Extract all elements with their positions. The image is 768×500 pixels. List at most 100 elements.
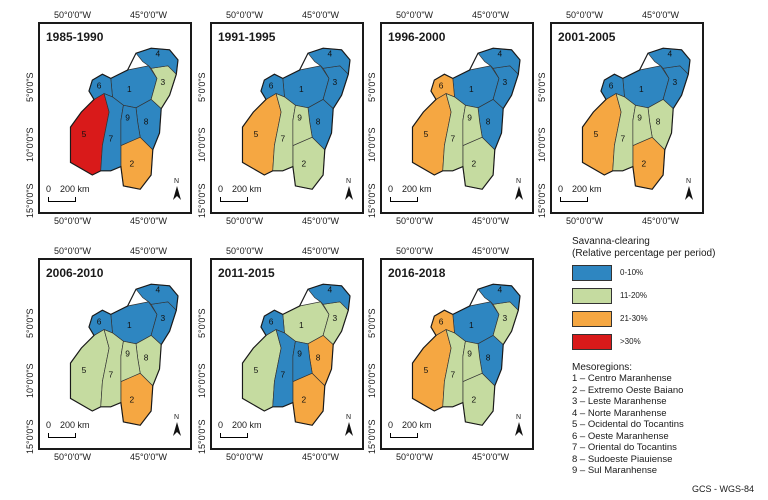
mesoregion-number-label: 4 <box>498 285 503 295</box>
mesoregion-item: 7 – Oriental do Tocantins <box>572 442 677 453</box>
mesoregion-number-label: 2 <box>301 159 306 169</box>
lon-label-top: 45°0'0"W <box>302 10 340 20</box>
mesoregion-number-label: 4 <box>328 285 333 295</box>
lat-label: 5°0'0"S <box>197 72 207 102</box>
mesoregion-number-label: 6 <box>439 316 444 326</box>
scale-zero-label: 0 <box>558 184 564 194</box>
mesoregion-number-label: 3 <box>503 313 508 323</box>
north-arrow-shape <box>173 422 181 436</box>
scale-distance-label: 200 km <box>232 184 262 194</box>
legend-label: 11-20% <box>620 291 647 300</box>
mesoregion-9 <box>120 104 141 147</box>
scale-bar: 0 200 km <box>46 184 116 202</box>
mesoregion-number-label: 8 <box>486 117 491 127</box>
period-title: 2016-2018 <box>388 266 446 280</box>
legend-swatch <box>572 265 612 281</box>
map-panel: 1 2 3 4 5 6 7 8 9 2016-2018 0 200 km N <box>380 258 534 450</box>
legend-label: 21-30% <box>620 314 648 323</box>
mesoregion-number-label: 9 <box>125 348 130 358</box>
scale-zero-label: 0 <box>46 184 52 194</box>
lon-label-bottom: 45°0'0"W <box>472 452 510 462</box>
period-title: 1991-1995 <box>218 30 276 44</box>
mesoregion-number-label: 2 <box>641 159 646 169</box>
mesoregion-number-label: 8 <box>316 353 321 363</box>
mesoregion-item: 4 – Norte Maranhense <box>572 407 667 419</box>
mesoregion-item: 1 – Centro Maranhense <box>572 373 672 384</box>
lon-label-top: 50°0'0"W <box>54 10 92 20</box>
mesoregion-number-label: 5 <box>424 129 429 139</box>
north-arrow-shape <box>685 186 693 200</box>
north-arrow-icon: N <box>170 178 184 202</box>
lon-label-top: 50°0'0"W <box>396 246 434 256</box>
mesoregion-number-label: 9 <box>297 348 302 358</box>
mesoregion-number-label: 6 <box>269 316 274 326</box>
scale-distance-label: 200 km <box>60 420 90 430</box>
mesoregion-number-label: 3 <box>673 77 678 87</box>
mesoregion-number-label: 5 <box>254 129 259 139</box>
lon-label-bottom: 45°0'0"W <box>472 216 510 226</box>
region-map: 1 2 3 4 5 6 7 8 9 <box>69 47 179 190</box>
lon-label-bottom: 45°0'0"W <box>130 216 168 226</box>
mesoregion-number-label: 7 <box>280 133 285 143</box>
scale-distance-label: 200 km <box>232 420 262 430</box>
scale-distance-label: 200 km <box>402 420 432 430</box>
legend: Savanna-clearing (Relative percentage pe… <box>572 236 762 477</box>
legend-title: Savanna-clearing <box>572 236 650 247</box>
mesoregion-9 <box>120 340 141 383</box>
study-area-outline <box>581 47 691 190</box>
scale-zero-label: 0 <box>388 420 394 430</box>
lat-label: 15°0'0"S <box>197 419 207 454</box>
mesoregion-number-label: 7 <box>108 369 113 379</box>
mesoregion-number-label: 7 <box>620 133 625 143</box>
mesoregion-number-label: 6 <box>97 80 102 90</box>
lat-label: 10°0'0"S <box>25 363 35 398</box>
mesoregion-number-label: 4 <box>498 49 503 59</box>
scale-bar-line <box>48 433 76 438</box>
lat-label: 5°0'0"S <box>25 308 35 338</box>
scale-bar-line <box>220 197 248 202</box>
lat-label: 10°0'0"S <box>367 363 377 398</box>
mesoregion-number-label: 6 <box>609 80 614 90</box>
period-title: 2011-2015 <box>218 266 275 280</box>
mesoregion-item: 9 – Sul Maranhense <box>572 465 658 476</box>
legend-item: >30% <box>572 334 762 352</box>
lat-label: 15°0'0"S <box>537 183 547 218</box>
north-arrow-shape <box>345 422 353 436</box>
north-label: N <box>174 414 180 421</box>
mesoregion-number-label: 9 <box>637 112 642 122</box>
north-arrow-icon: N <box>170 414 184 438</box>
mesoregion-number-label: 5 <box>82 365 87 375</box>
mesoregion-number-label: 4 <box>668 49 673 59</box>
mesoregion-item: 5 – Ocidental do Tocantins <box>572 419 684 430</box>
mesoregion-number-label: 2 <box>471 159 476 169</box>
study-area-outline <box>411 283 521 426</box>
north-arrow-icon: N <box>342 414 356 438</box>
mesoregion-number-label: 4 <box>156 49 161 59</box>
study-area-outline <box>241 283 351 426</box>
lon-label-bottom: 50°0'0"W <box>226 452 264 462</box>
mesoregion-number-label: 8 <box>144 353 149 363</box>
region-map: 1 2 3 4 5 6 7 8 9 <box>581 47 691 190</box>
mesoregion-number-label: 7 <box>108 133 113 143</box>
map-panel: 1 2 3 4 5 6 7 8 9 2001-2005 0 200 km N <box>550 22 704 214</box>
scale-distance-label: 200 km <box>402 184 432 194</box>
lat-label: 15°0'0"S <box>25 183 35 218</box>
map-panel: 1 2 3 4 5 6 7 8 9 1991-1995 0 200 km N <box>210 22 364 214</box>
mesoregion-number-label: 1 <box>127 84 132 94</box>
scale-zero-label: 0 <box>388 184 394 194</box>
lon-label-top: 45°0'0"W <box>302 246 340 256</box>
study-area-outline <box>69 283 179 426</box>
legend-item: 0-10% <box>572 265 762 283</box>
lon-label-top: 45°0'0"W <box>472 246 510 256</box>
mesoregion-9 <box>462 104 483 147</box>
legend-label: 0-10% <box>620 268 644 277</box>
legend-subtitle: (Relative percentage per period) <box>572 248 716 259</box>
lat-label: 15°0'0"S <box>367 419 377 454</box>
lat-label: 10°0'0"S <box>25 127 35 162</box>
lon-label-bottom: 45°0'0"W <box>130 452 168 462</box>
mesoregion-number-label: 1 <box>469 84 474 94</box>
study-area-outline <box>69 47 179 190</box>
mesoregion-item: 8 – Sudoeste Piauiense <box>572 453 673 465</box>
scale-bar-line <box>390 433 418 438</box>
lon-label-top: 50°0'0"W <box>226 10 264 20</box>
